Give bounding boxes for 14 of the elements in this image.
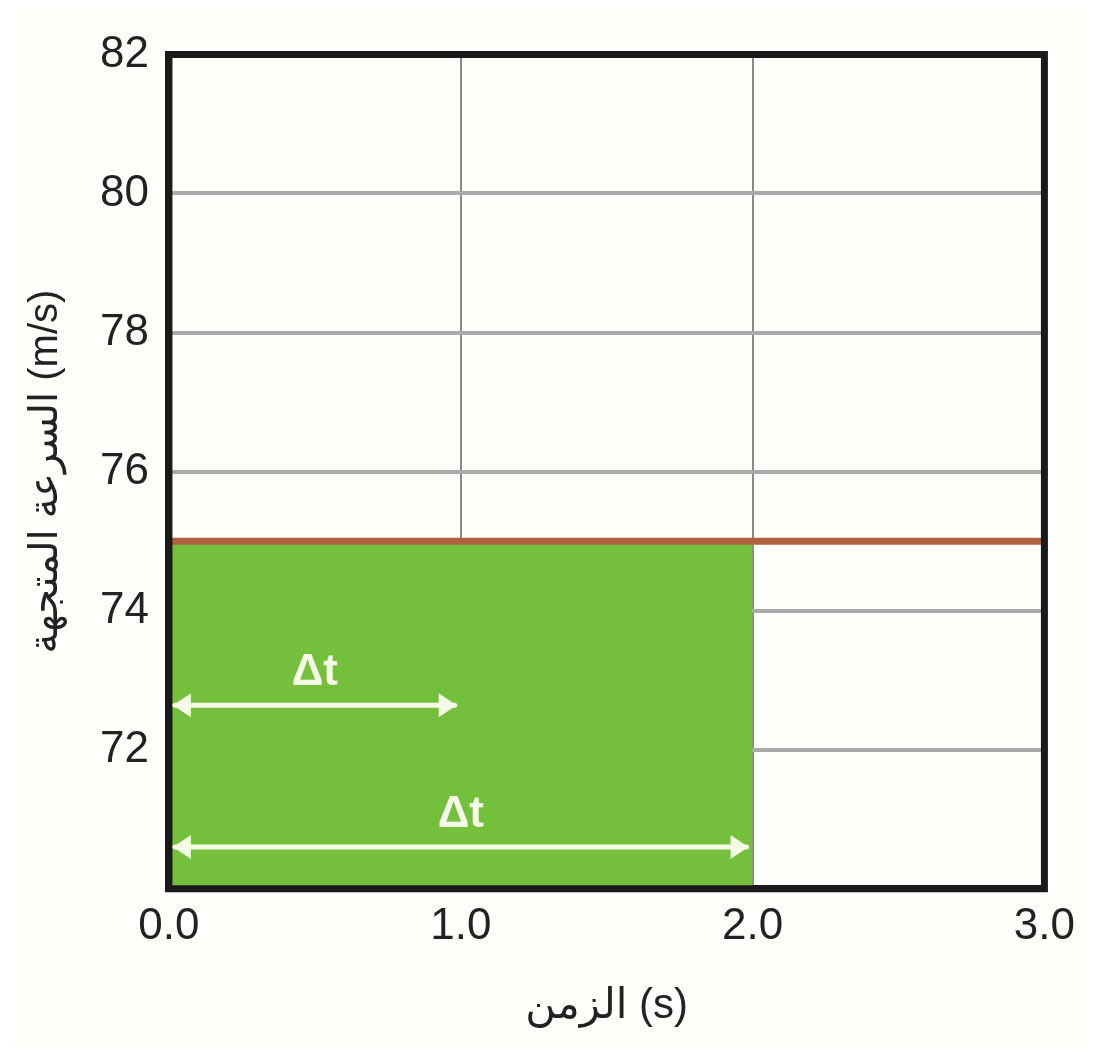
y-tick-label: 78 — [99, 304, 149, 354]
y-tick-label: 82 — [99, 26, 149, 76]
x-axis-title: الزمن (s) — [525, 980, 689, 1029]
annotation: Δt — [437, 787, 485, 837]
y-tick-label: 72 — [99, 721, 149, 771]
y-axis-title: السرعة المتجهة (m/s) — [21, 289, 68, 654]
y-tick-label: 74 — [99, 582, 149, 632]
y-tick-label: 80 — [99, 165, 149, 215]
x-tick-label: 2.0 — [722, 899, 784, 949]
y-tick-label: 76 — [99, 443, 149, 493]
x-tick-label: 0.0 — [138, 899, 200, 949]
annotation: Δt — [291, 645, 339, 695]
x-tick-label: 3.0 — [1013, 899, 1075, 949]
x-tick-label: 1.0 — [430, 899, 492, 949]
